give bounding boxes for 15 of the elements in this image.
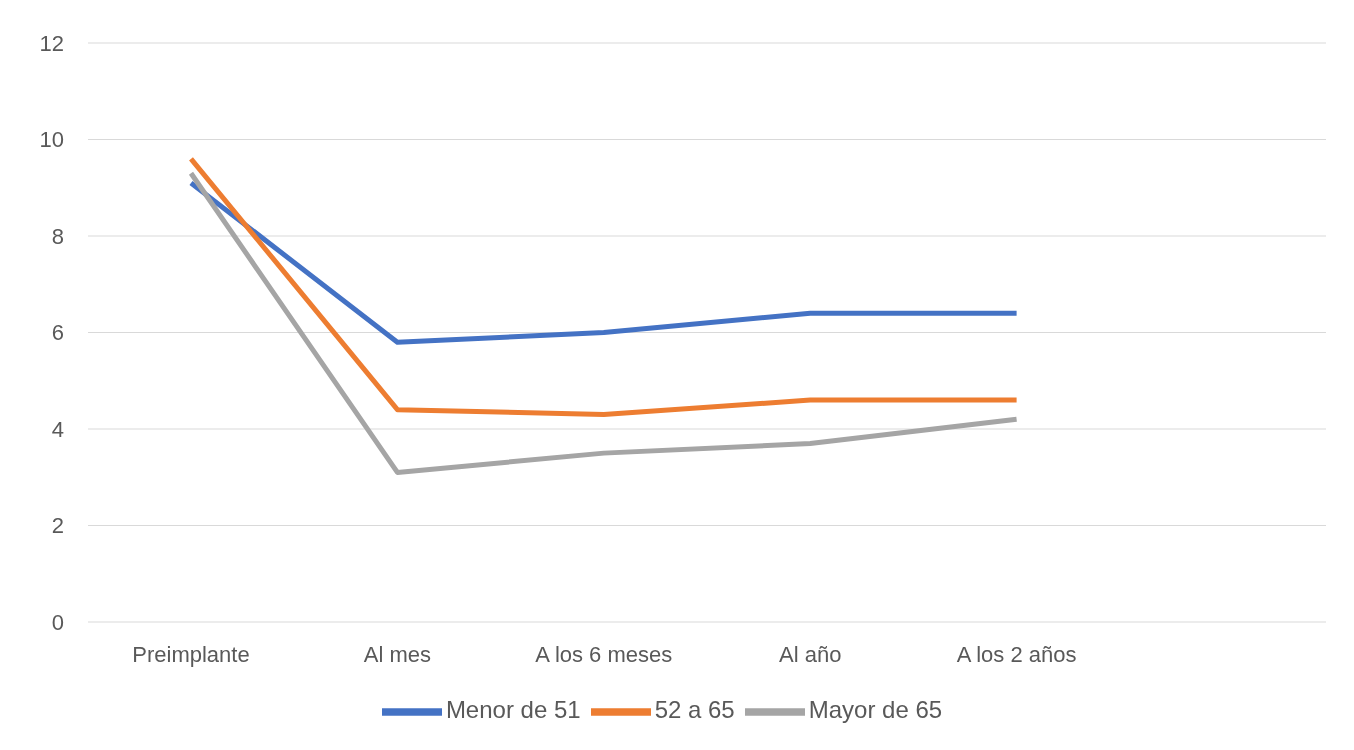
legend-label: Menor de 51 bbox=[445, 696, 581, 724]
y-tick-label: 12 bbox=[39, 30, 64, 56]
x-tick-label: Al año bbox=[779, 641, 842, 667]
x-tick-label: Al mes bbox=[363, 641, 432, 667]
y-tick-label: 4 bbox=[51, 416, 64, 442]
x-tick-label: A los 6 meses bbox=[535, 641, 673, 667]
y-tick-label: 2 bbox=[51, 513, 64, 539]
x-tick-label: Preimplante bbox=[132, 641, 250, 667]
y-tick-label: 10 bbox=[39, 127, 64, 153]
y-tick-label: 8 bbox=[51, 223, 64, 249]
y-tick-label: 6 bbox=[51, 320, 64, 346]
legend-label: Mayor de 65 bbox=[808, 696, 943, 724]
x-tick-label: A los 2 años bbox=[956, 641, 1077, 667]
legend-label: 52 a 65 bbox=[654, 696, 735, 724]
y-tick-label: 0 bbox=[51, 609, 64, 635]
